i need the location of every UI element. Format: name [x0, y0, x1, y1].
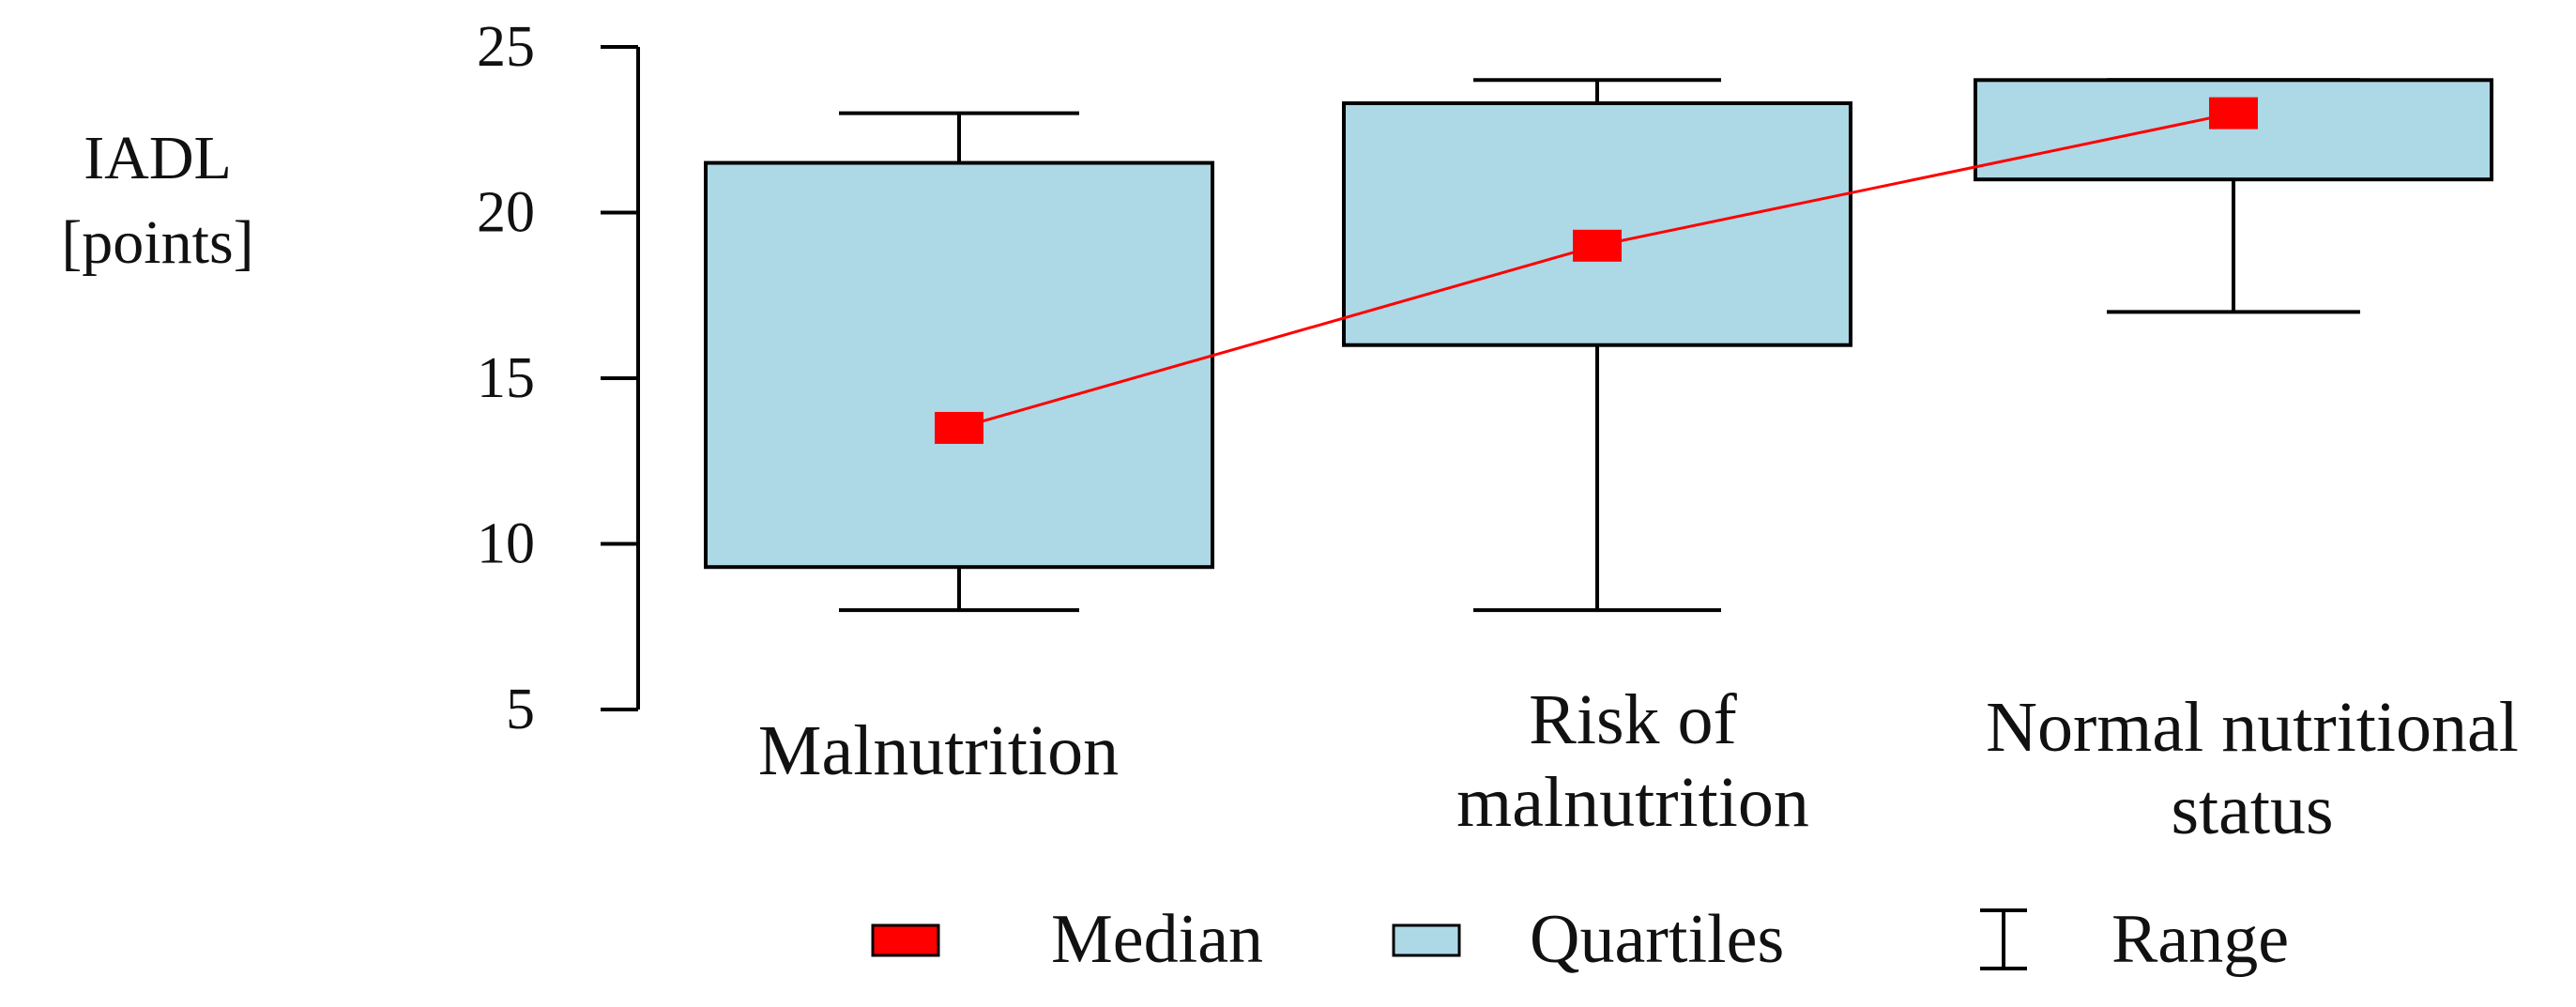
- legend-quartiles-swatch: [1392, 923, 1461, 957]
- legend: Median Quartiles Range: [871, 901, 2289, 978]
- legend-range-symbol: [1980, 908, 2027, 970]
- box-group: [704, 111, 1214, 613]
- x-category-label: status: [2171, 771, 2333, 849]
- y-tick-label: 10: [477, 512, 535, 576]
- legend-item: Quartiles: [1392, 901, 1784, 978]
- median-marker: [935, 411, 983, 444]
- boxes: [704, 78, 2493, 613]
- quartile-box: [704, 160, 1214, 570]
- x-category-label: Risk of: [1529, 680, 1737, 759]
- legend-item: Median: [871, 901, 1263, 978]
- y-tick-label: 5: [506, 678, 535, 741]
- y-tick-label: 25: [477, 15, 535, 79]
- legend-label: Range: [2111, 901, 2289, 978]
- legend-label: Quartiles: [1530, 901, 1784, 978]
- x-category-label: Malnutrition: [758, 711, 1119, 790]
- quartile-box: [1974, 78, 2493, 182]
- y-axis-label-line: IADL: [84, 124, 232, 192]
- box-group: [1974, 78, 2493, 314]
- legend-median-swatch: [871, 923, 940, 957]
- y-tick-label: 15: [477, 346, 535, 410]
- legend-item: Range: [1980, 901, 2289, 978]
- legend-label: Median: [1051, 901, 1263, 978]
- median-marker: [2209, 97, 2258, 130]
- y-axis: 5 10 15 20 25: [477, 15, 640, 741]
- median-markers: [935, 97, 2258, 444]
- x-category-label: malnutrition: [1456, 763, 1809, 842]
- box-group: [1342, 78, 1852, 613]
- y-axis-label-line: [points]: [61, 208, 253, 277]
- y-axis-label: IADL [points]: [61, 124, 253, 277]
- quartile-box: [1342, 101, 1852, 347]
- median-marker: [1573, 229, 1622, 262]
- x-category-label: Normal nutritional: [1986, 688, 2519, 767]
- y-tick-label: 20: [477, 181, 535, 245]
